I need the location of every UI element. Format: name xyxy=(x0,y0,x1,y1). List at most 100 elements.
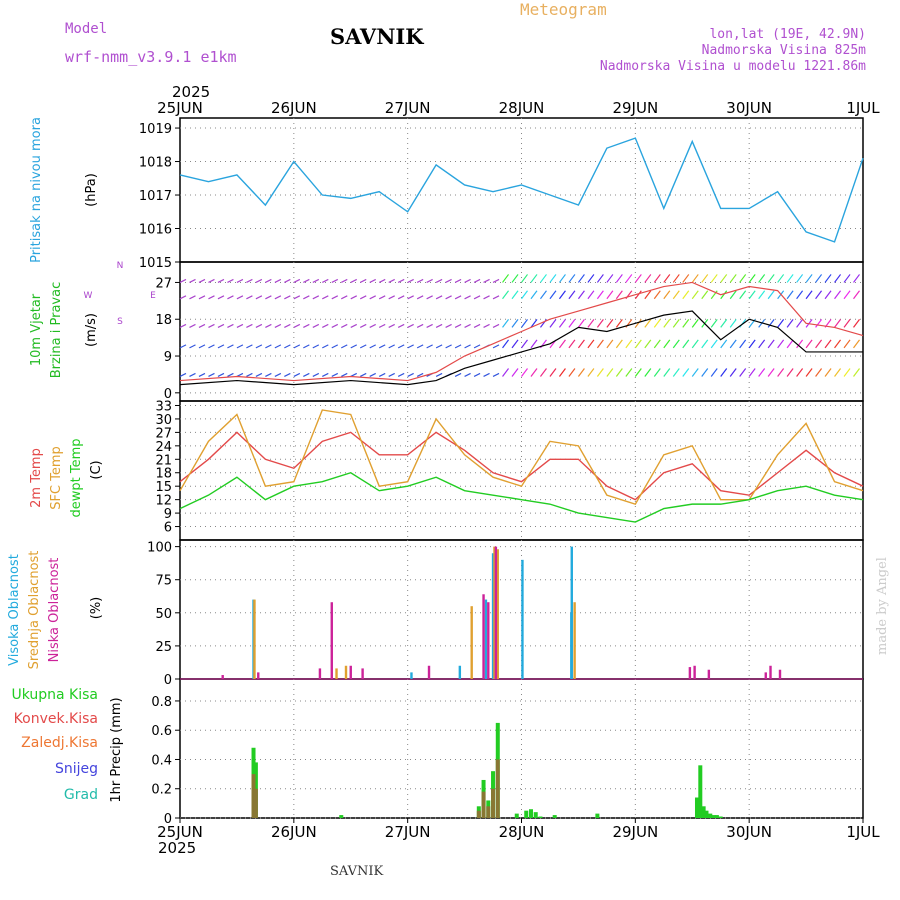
wind-barb xyxy=(568,368,576,377)
cloud-unit: (%) xyxy=(89,597,104,620)
cloud-bar xyxy=(494,546,498,679)
precip-legend-4: Snijeg xyxy=(55,761,98,777)
wind-barb xyxy=(777,368,785,377)
wind-barb xyxy=(720,290,728,300)
wind-ytick-label: 9 xyxy=(164,350,172,365)
precip-total-bar xyxy=(694,797,699,818)
wind-barb xyxy=(255,278,263,283)
wind-barb xyxy=(464,372,471,378)
wind-barb xyxy=(483,278,490,283)
wind-barb xyxy=(530,290,538,300)
cloud-bar xyxy=(410,672,413,679)
chart-panels: 1015101610171018101909182769121518212427… xyxy=(7,99,880,841)
temp-ylabel-3: dewpt Temp xyxy=(69,438,84,517)
wind-barb xyxy=(843,368,851,377)
clouds-ytick-label: 100 xyxy=(147,541,172,556)
wind-barb xyxy=(834,290,842,300)
wind-barb xyxy=(625,274,633,283)
wind-barb xyxy=(777,339,785,349)
wind-barb xyxy=(606,319,614,328)
cloud-bar xyxy=(344,665,348,679)
wind-barb xyxy=(653,290,661,300)
wind-barb xyxy=(407,295,414,300)
wind-barb xyxy=(672,339,680,349)
wind-barb xyxy=(596,368,604,377)
wind-barb xyxy=(473,344,481,349)
wind-barb xyxy=(208,278,215,283)
wind-barb xyxy=(189,372,196,378)
wind-barb xyxy=(378,344,386,349)
wind-barb xyxy=(587,368,595,377)
wind-barb xyxy=(454,344,462,349)
wind-barb xyxy=(615,368,623,377)
compass-west: W xyxy=(84,291,93,301)
temp-series-line xyxy=(179,409,864,505)
wind-barb xyxy=(767,290,775,300)
wind-barb xyxy=(217,295,225,300)
wind-barb xyxy=(492,372,500,378)
wind-barb xyxy=(198,344,206,349)
wind-barb xyxy=(824,290,832,300)
precip-total-bar xyxy=(524,810,529,818)
wind-barb xyxy=(682,319,690,328)
wind-barb xyxy=(729,368,737,377)
wind-barb xyxy=(824,339,832,349)
wind-barb xyxy=(577,274,585,283)
wind-barb xyxy=(198,323,206,328)
wind-barb xyxy=(653,274,661,283)
wind-barb xyxy=(322,278,329,283)
xtick-bottom-label: 26JUN xyxy=(271,823,317,841)
temperature-ytick-label: 24 xyxy=(155,440,172,455)
wind-barb xyxy=(322,372,329,378)
wind-barb xyxy=(246,372,253,378)
wind-barb xyxy=(426,344,433,349)
precip-legend-5: Grad xyxy=(64,787,98,803)
wind-barb xyxy=(359,295,367,300)
wind-barb xyxy=(350,295,358,300)
wind-barb xyxy=(483,323,490,328)
clouds-ytick-label: 50 xyxy=(155,607,172,622)
wind-barb xyxy=(558,339,566,349)
wind-barb xyxy=(388,344,395,349)
wind-barb xyxy=(397,372,405,378)
wind-barb xyxy=(246,344,253,349)
wind-barb xyxy=(445,323,452,328)
cloud-bar xyxy=(521,559,524,679)
wind-barb xyxy=(701,274,709,283)
cloud-bar xyxy=(491,553,495,679)
precipitation-ytick-label: 0 xyxy=(164,812,172,827)
wind-barb xyxy=(549,274,557,283)
wind-barb xyxy=(388,323,395,328)
wind-barb xyxy=(521,290,528,300)
cloud-ylabel-3: Niska Oblacnost xyxy=(47,558,62,663)
wind-barb xyxy=(246,323,253,328)
wind-barb xyxy=(834,274,842,283)
wind-barb xyxy=(511,319,519,328)
cloud-bar xyxy=(764,672,767,679)
wind-barb xyxy=(758,368,766,377)
wind-barb xyxy=(729,339,737,349)
wind-barb xyxy=(521,368,528,377)
wind-barb xyxy=(720,339,728,349)
wind-barb xyxy=(511,274,519,283)
wind-barb xyxy=(359,323,367,328)
wind-barb xyxy=(340,323,348,328)
wind-barb xyxy=(786,339,794,349)
wind-barb xyxy=(340,344,348,349)
wind-barb xyxy=(805,290,813,300)
wind-barb xyxy=(312,278,320,283)
product-title: Meteogram xyxy=(520,0,607,19)
wind-barb xyxy=(397,323,405,328)
wind-barb xyxy=(445,295,452,300)
wind-barb xyxy=(710,339,718,349)
wind-barb xyxy=(767,339,775,349)
wind-barb xyxy=(587,290,595,300)
wind-barb xyxy=(483,372,490,378)
precip-conv-bar xyxy=(251,774,256,818)
wind-barb xyxy=(729,319,737,328)
wind-barb xyxy=(672,368,680,377)
xtick-bottom-label: 29JUN xyxy=(612,823,658,841)
wind-barb xyxy=(615,274,623,283)
wind-barb xyxy=(758,274,766,283)
wind-ytick-label: 0 xyxy=(164,387,172,402)
